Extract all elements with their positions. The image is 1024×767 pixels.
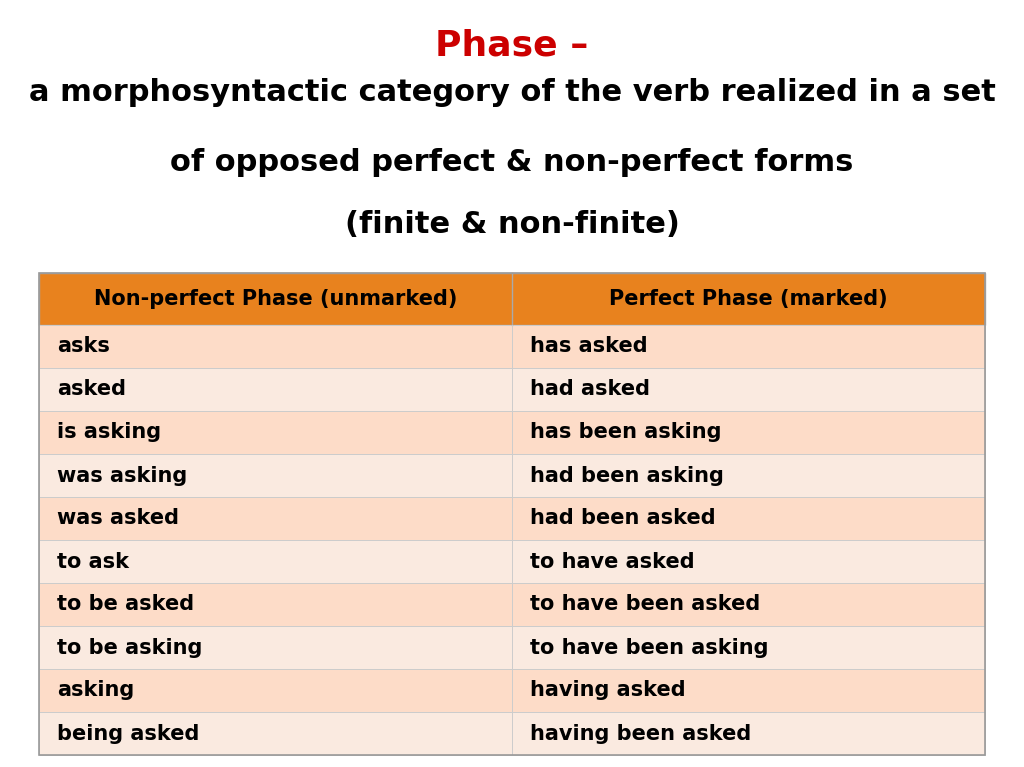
Text: to have been asking: to have been asking (530, 637, 769, 657)
Text: of opposed perfect & non-perfect forms: of opposed perfect & non-perfect forms (170, 148, 854, 177)
Text: had been asked: had been asked (530, 509, 716, 528)
Bar (39, 411, 985, 454)
Bar (39, 669, 985, 712)
Bar (39, 583, 985, 626)
Text: having been asked: having been asked (530, 723, 752, 743)
Text: had been asking: had been asking (530, 466, 724, 486)
Text: to have asked: to have asked (530, 551, 695, 571)
Bar (39, 325, 985, 368)
Text: Non-perfect Phase (unmarked): Non-perfect Phase (unmarked) (94, 289, 457, 309)
Text: asked: asked (57, 380, 126, 400)
Text: was asked: was asked (57, 509, 179, 528)
Bar (39, 368, 985, 411)
Bar (39, 273, 985, 325)
Text: to be asked: to be asked (57, 594, 195, 614)
Bar (39, 712, 985, 755)
Text: having asked: having asked (530, 680, 686, 700)
Text: being asked: being asked (57, 723, 200, 743)
Text: had asked: had asked (530, 380, 650, 400)
Bar (39, 454, 985, 497)
Text: a morphosyntactic category of the verb realized in a set: a morphosyntactic category of the verb r… (29, 78, 995, 107)
Bar (39, 626, 985, 669)
Text: to be asking: to be asking (57, 637, 203, 657)
Text: to have been asked: to have been asked (530, 594, 761, 614)
Text: asks: asks (57, 337, 111, 357)
Text: has asked: has asked (530, 337, 648, 357)
Text: Phase –: Phase – (435, 28, 589, 62)
Text: asking: asking (57, 680, 134, 700)
Text: was asking: was asking (57, 466, 187, 486)
Text: is asking: is asking (57, 423, 162, 443)
Text: has been asking: has been asking (530, 423, 722, 443)
Bar (39, 540, 985, 583)
Bar (39, 497, 985, 540)
Text: Perfect Phase (marked): Perfect Phase (marked) (609, 289, 888, 309)
Text: to ask: to ask (57, 551, 129, 571)
Text: (finite & non-finite): (finite & non-finite) (344, 210, 680, 239)
